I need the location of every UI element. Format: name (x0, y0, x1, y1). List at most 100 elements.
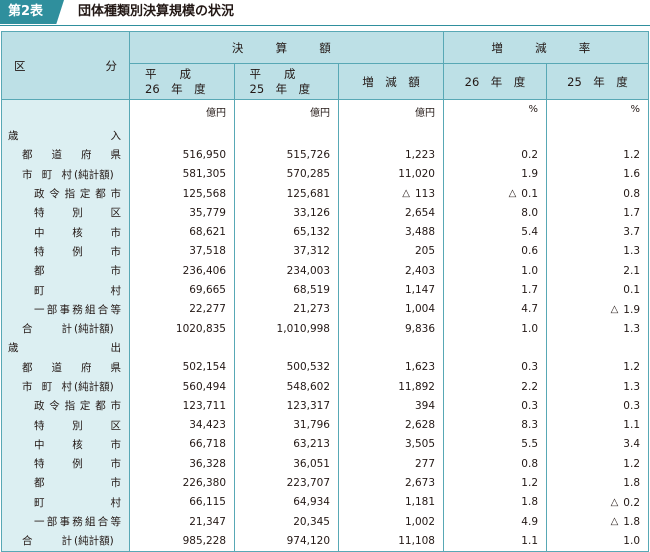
row-label-text: 都道府県 (22, 149, 121, 162)
empty-cell (546, 126, 649, 146)
table-row: 一部事務組合等 21,347 20,345 1,002 4.9 △ 1.8 (1, 511, 649, 532)
row-label-text: 特例市 (34, 458, 121, 471)
kubun-header-right: 分 (105, 58, 118, 73)
row-label-text: 合計 (純計額) (22, 321, 121, 336)
row-label: 特別区 (1, 415, 130, 435)
diff-cell: 3,488 (338, 222, 444, 242)
table-row: 合計 (純計額) 985,228 974,120 11,108 1.1 1.0 (1, 531, 649, 552)
value-h25-cell: 974,120 (234, 531, 339, 552)
value-h25-cell: 20,345 (234, 511, 339, 532)
table-body: 億円 億円 億円 % % 歳入都道府県 516,950 515,726 1,223 0.… (1, 99, 649, 552)
value-h26-cell: 37,518 (129, 241, 235, 262)
row-label-main: 合計 (22, 535, 72, 548)
unit-cell: 億円 (338, 99, 444, 126)
diff-cell: 1,623 (338, 357, 444, 377)
rate25-cell: △ 1.9 (546, 299, 649, 319)
value-h26-cell: 66,718 (129, 434, 235, 455)
row-label-text: 都市 (34, 477, 121, 490)
value-h26-cell: 68,621 (129, 222, 235, 242)
table-row: 一部事務組合等 22,277 21,273 1,004 4.7 △ 1.9 (1, 299, 649, 319)
row-label-text: 町村 (34, 496, 121, 509)
rate26-cell: 4.9 (443, 511, 547, 532)
section-row: 歳入 (1, 126, 649, 146)
diff-cell: 3,505 (338, 434, 444, 455)
rate25-cell: 1.1 (546, 415, 649, 435)
table-row: 中核市 68,621 65,132 3,488 5.4 3.7 (1, 222, 649, 242)
empty-cell (338, 338, 444, 358)
negative-triangle-icon: △ (508, 188, 517, 200)
section-label-text: 歳出 (8, 342, 121, 355)
row-label: 都道府県 (1, 145, 130, 165)
title-bar: 第2表 団体種類別決算規模の状況 (0, 0, 650, 26)
empty-cell (234, 338, 339, 358)
rate26-cell: 1.9 (443, 164, 547, 184)
row-label-text: 一部事務組合等 (34, 516, 121, 529)
negative-triangle-icon: △ (610, 304, 619, 316)
value-h26-cell: 34,423 (129, 415, 235, 435)
row-label: 中核市 (1, 434, 130, 455)
h25-header: 平 成 25 年 度 (234, 63, 339, 100)
row-label: 都市 (1, 261, 130, 281)
row-label: 市町村 (純計額) (1, 376, 130, 397)
title-divider (0, 25, 650, 26)
kubun-header-left: 区 (14, 58, 26, 73)
rate25-cell: 1.7 (546, 203, 649, 223)
row-label-text: 政令指定都市 (34, 188, 121, 201)
row-label-main: 市町村 (22, 381, 72, 393)
row-label: 特例市 (1, 241, 130, 262)
rate25-cell: 3.4 (546, 434, 649, 455)
negative-triangle-icon: △ (610, 516, 619, 528)
page-title: 団体種類別決算規模の状況 (78, 4, 235, 19)
value-h26-cell: 560,494 (129, 376, 235, 397)
diff-cell: 2,628 (338, 415, 444, 435)
rate25-cell: 1.3 (546, 241, 649, 262)
rate25-cell: △ 1.8 (546, 511, 649, 532)
section-label: 歳入 (1, 126, 130, 146)
rate26-cell: 0.2 (443, 145, 547, 165)
diff-cell: 2,654 (338, 203, 444, 223)
value-h26-cell: 69,665 (129, 280, 235, 300)
row-label-text: 都道府県 (22, 361, 121, 374)
row-label-main: 市町村 (22, 168, 72, 181)
rate25-cell: 0.1 (546, 280, 649, 300)
diff-cell: 1,147 (338, 280, 444, 300)
empty-cell (338, 126, 444, 146)
value-h25-cell: 223,707 (234, 473, 339, 493)
rate26-cell: 0.8 (443, 454, 547, 474)
rate25-cell: △ 0.2 (546, 492, 649, 512)
negative-triangle-icon: △ (610, 497, 619, 509)
rate25-cell: 3.7 (546, 222, 649, 242)
row-label-text: 特例市 (34, 245, 121, 258)
value-h26-cell: 226,380 (129, 473, 235, 493)
rate26-cell: 0.6 (443, 241, 547, 262)
diff-cell: 1,004 (338, 299, 444, 319)
table-row: 政令指定都市 123,711 123,317 394 0.3 0.3 (1, 396, 649, 416)
diff-cell: 11,020 (338, 164, 444, 184)
section-label-text: 歳入 (8, 130, 121, 143)
rate26-cell: 0.3 (443, 357, 547, 377)
value-h26-cell: 35,779 (129, 203, 235, 223)
rate25-cell: 1.8 (546, 473, 649, 493)
table-row: 市町村 (純計額) 581,305 570,285 11,020 1.9 1.6 (1, 164, 649, 184)
diff-cell: 2,673 (338, 473, 444, 493)
kessan-group-header: 決 算 額 (129, 31, 444, 64)
negative-triangle-icon: △ (402, 188, 410, 200)
empty-cell (129, 126, 235, 146)
value-h26-cell: 123,711 (129, 396, 235, 416)
rate25-cell: 0.8 (546, 183, 649, 204)
rate26-cell: 1.0 (443, 318, 547, 339)
rate25-cell: 1.0 (546, 531, 649, 552)
row-label: 都市 (1, 473, 130, 493)
rate25-cell: 1.6 (546, 164, 649, 184)
value-h26-cell: 236,406 (129, 261, 235, 281)
h26-header-top: 平 成 (145, 66, 191, 81)
row-label-text: 市町村 (純計額) (22, 379, 121, 394)
value-h25-cell: 548,602 (234, 376, 339, 397)
diff-cell: 1,002 (338, 511, 444, 532)
diff-cell: 9,836 (338, 318, 444, 339)
rate25-cell: 1.2 (546, 145, 649, 165)
rate25-cell: 0.3 (546, 396, 649, 416)
rate26-cell: △ 0.1 (443, 183, 547, 204)
row-label-paren: (純計額) (74, 535, 114, 548)
diff-cell: 11,108 (338, 531, 444, 552)
